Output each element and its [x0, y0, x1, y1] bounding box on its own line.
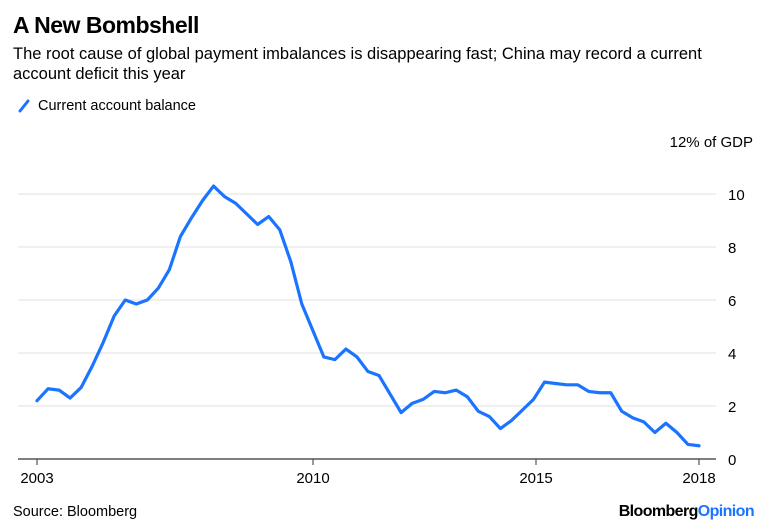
y-tick-label: 6	[728, 293, 736, 310]
brand-secondary: Opinion	[697, 503, 755, 520]
chart-title: A New Bombshell	[13, 12, 199, 38]
series-line-current-account-balance	[35, 184, 701, 448]
x-tick-label: 2003	[20, 470, 53, 487]
x-tick-label: 2010	[296, 470, 329, 487]
chart-subtitle: The root cause of global payment imbalan…	[13, 45, 702, 83]
y-tick-label: 0	[728, 452, 736, 469]
x-tick-label: 2015	[519, 470, 552, 487]
legend: Current account balance	[18, 98, 196, 114]
y-tick-label: 2	[728, 399, 736, 416]
brand-logo: BloombergOpinion	[618, 503, 755, 521]
x-tick-label: 2018	[682, 470, 715, 487]
brand-primary: Bloomberg	[618, 503, 699, 520]
y-axis-unit-label: 12% of GDP	[670, 134, 753, 151]
y-tick-label: 8	[728, 240, 736, 257]
source-note: Source: Bloomberg	[13, 504, 138, 520]
legend-swatch-icon	[18, 99, 30, 113]
y-tick-label: 4	[728, 346, 736, 363]
y-tick-label: 10	[728, 187, 745, 204]
legend-label: Current account balance	[38, 98, 196, 114]
